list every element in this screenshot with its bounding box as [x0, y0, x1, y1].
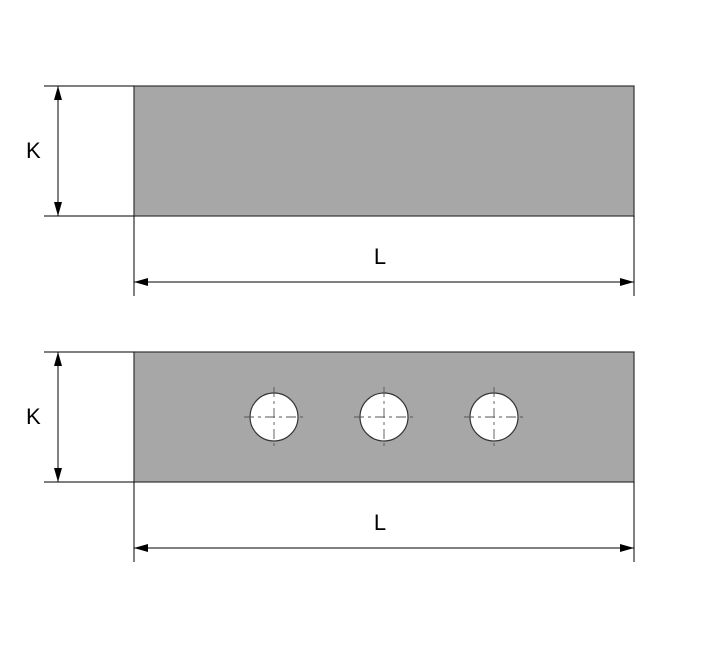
dimension-label-k: K	[26, 138, 41, 163]
dimension-label-l: L	[374, 510, 386, 535]
dimension-arrowhead	[54, 468, 62, 482]
dimension-arrowhead	[620, 544, 634, 552]
dimension-arrowhead	[620, 278, 634, 286]
dimension-arrowhead	[134, 278, 148, 286]
dimension-arrowhead	[54, 86, 62, 100]
technical-drawing: K L K L	[0, 0, 720, 653]
dimension-arrowhead	[54, 202, 62, 216]
plate-solid	[134, 86, 634, 216]
dimension-label-l: L	[374, 244, 386, 269]
dimension-label-k: K	[26, 404, 41, 429]
dimension-arrowhead	[134, 544, 148, 552]
dimension-arrowhead	[54, 352, 62, 366]
